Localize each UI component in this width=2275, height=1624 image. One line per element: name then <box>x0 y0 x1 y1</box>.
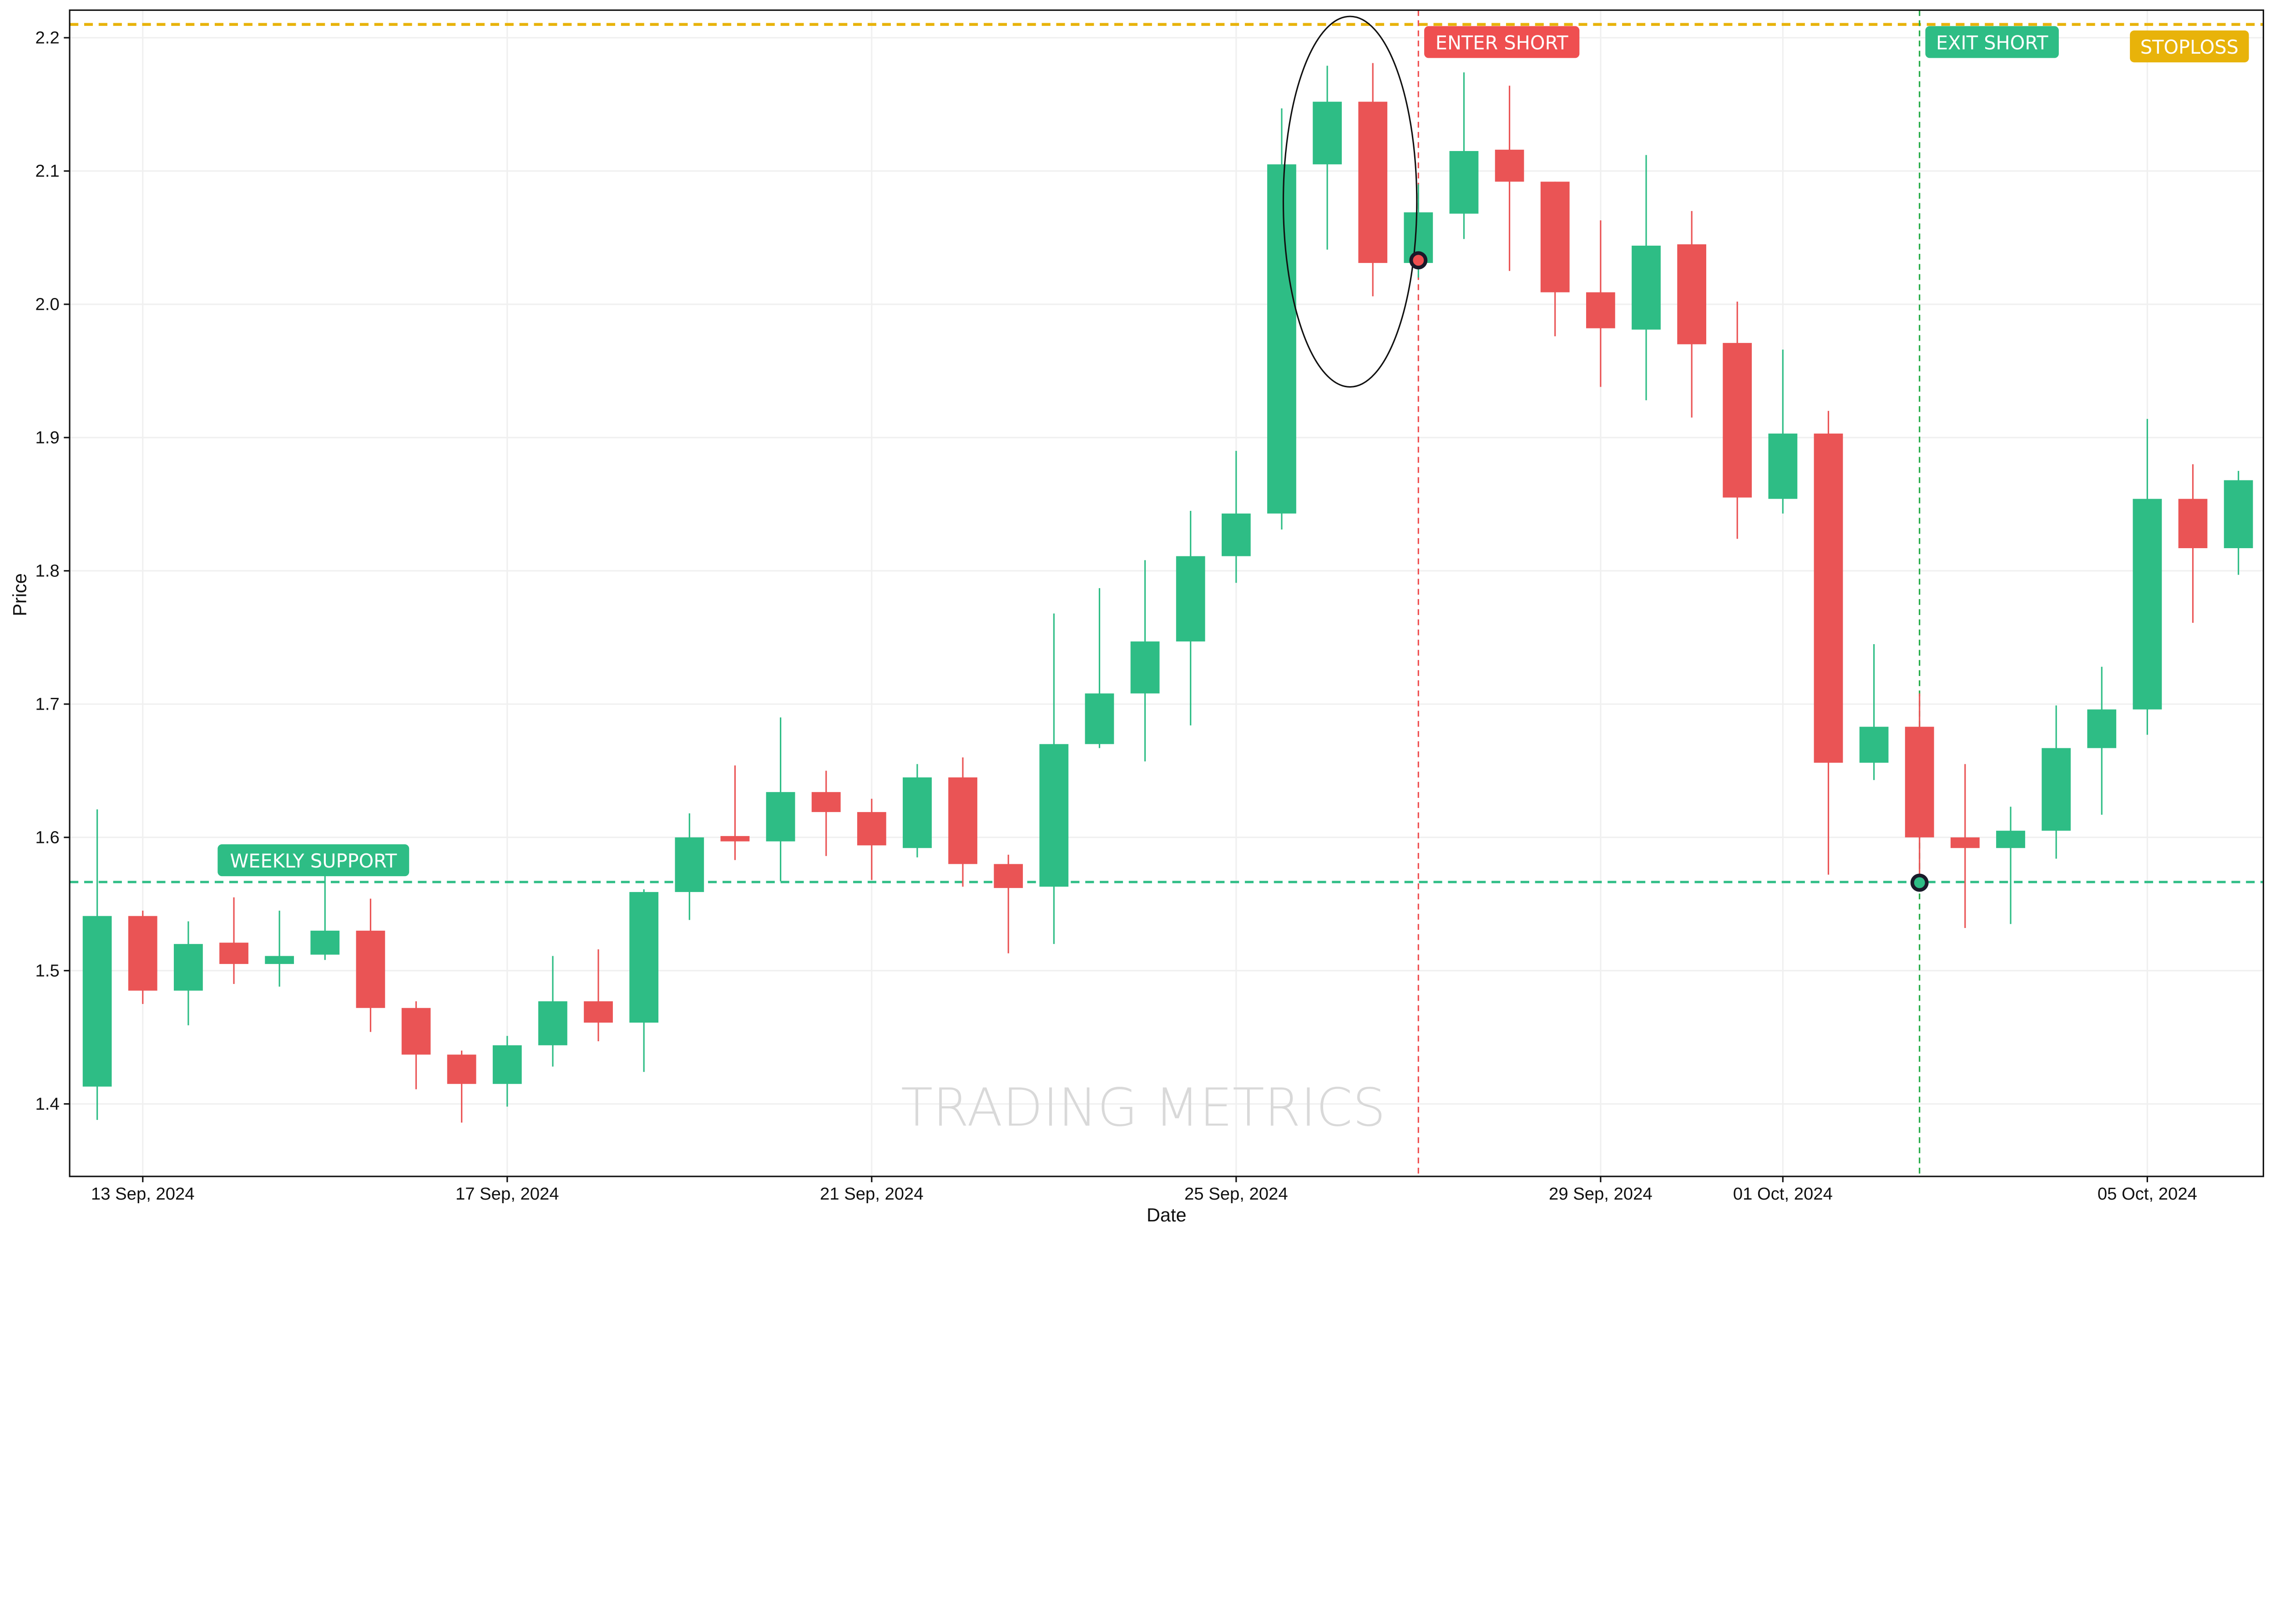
candle-body-up <box>1859 726 1889 763</box>
x-tick-label: 17 Sep, 2024 <box>455 1184 559 1204</box>
watermark: TRADING METRICS <box>901 1077 1386 1138</box>
enter-short-marker <box>1409 251 1428 270</box>
y-tick-label: 2.2 <box>35 28 60 48</box>
weekly-support-label: WEEKLY SUPPORT <box>230 850 397 872</box>
candle-body-up <box>2224 480 2253 549</box>
candle-body-up <box>2133 499 2162 710</box>
candle-body-down <box>447 1054 476 1084</box>
candle-body-down <box>948 777 977 864</box>
candle-body-up <box>82 916 112 1087</box>
candle-body-up <box>1768 434 1798 499</box>
exit-short-marker <box>1910 873 1929 892</box>
candle-body-down <box>1495 150 1524 182</box>
overlay: ENTER SHORT EXIT SHORT STOPLOSS WEEKLY SUPP… <box>217 15 2249 892</box>
y-tick-label: 2.0 <box>35 295 60 314</box>
highlight-ellipse <box>1282 15 1418 388</box>
reference-lines <box>70 10 2264 1177</box>
candle-body-down <box>1358 101 1388 263</box>
candle-body-up <box>766 792 795 842</box>
candle-body-up <box>629 892 659 1023</box>
candle-body-down <box>584 1001 613 1023</box>
y-tick-label: 1.6 <box>35 828 60 847</box>
candle-body-down <box>401 1008 431 1055</box>
candle-body-down <box>356 930 385 1008</box>
candle-body-up <box>675 837 704 892</box>
candle-body-up <box>492 1045 522 1084</box>
exit-short-label-box <box>1925 26 2059 58</box>
candle-body-up <box>310 930 340 955</box>
x-tick-label: 01 Oct, 2024 <box>1733 1184 1833 1204</box>
candle-body-up <box>265 956 294 964</box>
x-tick-label: 21 Sep, 2024 <box>820 1184 924 1204</box>
candle-body-down <box>1540 182 1570 293</box>
candle-body-up <box>1267 164 1296 514</box>
grid <box>70 10 2264 1177</box>
candle-body-up <box>1221 513 1251 556</box>
y-tick-label: 1.4 <box>35 1094 60 1114</box>
stoploss-label-box <box>2130 30 2249 63</box>
x-tick-label: 05 Oct, 2024 <box>2098 1184 2197 1204</box>
candle-body-down <box>1814 434 1843 763</box>
y-tick-label: 1.9 <box>35 428 60 448</box>
candle-body-down <box>128 916 157 991</box>
candle-body-up <box>1039 744 1069 887</box>
enter-short-label: ENTER SHORT <box>1436 32 1568 54</box>
y-axis: 1.4 1.5 1.6 1.7 1.8 1.9 2.0 2.1 2.2 <box>35 28 70 1114</box>
candle-body-up <box>1130 641 1160 694</box>
candle-body-down <box>1905 726 1934 837</box>
exit-short-label: EXIT SHORT <box>1936 32 2048 54</box>
candle-body-down <box>1677 244 1706 344</box>
candle-body-up <box>538 1001 567 1045</box>
y-axis-label: Price <box>9 573 30 616</box>
x-axis: 13 Sep, 2024 17 Sep, 2024 21 Sep, 2024 25 S… <box>91 1176 2197 1204</box>
weekly-support-label-box <box>217 844 410 877</box>
candle-body-down <box>1723 343 1752 498</box>
x-tick-label: 25 Sep, 2024 <box>1184 1184 1288 1204</box>
candle-body-up <box>1085 693 1114 744</box>
y-tick-label: 1.8 <box>35 561 60 581</box>
x-tick-label: 29 Sep, 2024 <box>1549 1184 1653 1204</box>
y-tick-label: 1.7 <box>35 695 60 714</box>
candlestick-chart: TRADING METRICS ENTER SHORT EXIT SHORT STO… <box>9 9 2265 1226</box>
candle-body-down <box>219 943 248 964</box>
candle-body-up <box>1996 831 2025 848</box>
candle-body-down <box>1950 837 1980 848</box>
candle-body-down <box>1586 292 1615 328</box>
candle-body-down <box>720 836 750 842</box>
candle-body-up <box>1176 556 1205 642</box>
candle-body-up <box>174 944 203 991</box>
candle-body-down <box>994 864 1023 888</box>
candle-body-down <box>811 792 841 812</box>
candle-body-up <box>903 777 932 848</box>
x-axis-label: Date <box>1147 1204 1187 1226</box>
enter-short-label-box <box>1424 26 1580 58</box>
candle-body-up <box>2042 748 2071 831</box>
candle-body-up <box>1313 101 1342 165</box>
candle-body-down <box>857 812 886 846</box>
candle-body-up <box>1632 245 1661 330</box>
x-tick-label: 13 Sep, 2024 <box>91 1184 195 1204</box>
y-tick-label: 2.1 <box>35 161 60 181</box>
candles <box>82 63 2253 1123</box>
plot-frame <box>69 9 2265 1177</box>
candle-body-up <box>1449 151 1479 214</box>
candle-body-up <box>2087 709 2117 748</box>
y-tick-label: 1.5 <box>35 961 60 981</box>
stoploss-label: STOPLOSS <box>2140 36 2239 58</box>
candle-body-down <box>2178 499 2208 549</box>
